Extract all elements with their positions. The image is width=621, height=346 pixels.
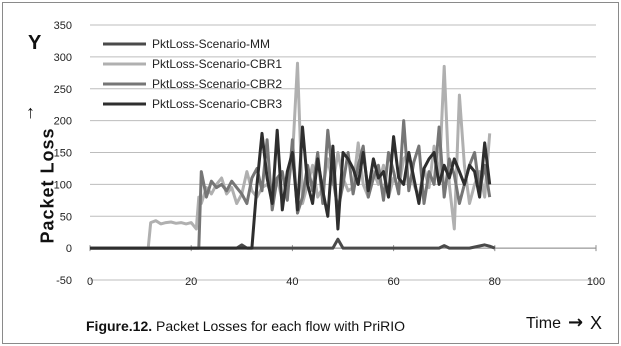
x-tick-label: 20 xyxy=(185,276,197,288)
y-tick-label: -50 xyxy=(56,275,72,287)
legend-label-0: PktLoss-Scenario-MM xyxy=(152,37,270,51)
y-tick-label: 0 xyxy=(66,243,72,255)
legend-label-3: PktLoss-Scenario-CBR3 xyxy=(152,97,282,111)
y-axis-letter: Y xyxy=(28,32,42,54)
legend-label-2: PktLoss-Scenario-CBR2 xyxy=(152,77,282,91)
series-lines xyxy=(90,61,496,250)
caption-text: Packet Losses for each flow with PriRIO xyxy=(152,318,406,334)
x-tick-label: 100 xyxy=(587,276,605,288)
caption-number: Figure.12. xyxy=(86,318,153,334)
x-axis-title: Time xyxy=(526,315,561,332)
y-tick-label: 350 xyxy=(54,20,72,32)
y-tick-label: 200 xyxy=(54,116,72,128)
y-tick-label: 300 xyxy=(54,52,72,64)
x-axis-letter: X xyxy=(590,313,603,333)
x-tick-label: 80 xyxy=(489,276,501,288)
series-line-3 xyxy=(90,125,492,250)
y-tick-label: 100 xyxy=(54,179,72,191)
figure-caption: Figure.12. Packet Losses for each flow w… xyxy=(86,318,405,334)
y-tick-labels: -50 0 50 100 150 200 250 300 350 xyxy=(54,20,72,287)
x-tick-label: 0 xyxy=(87,276,93,288)
x-tick-label: 40 xyxy=(286,276,298,288)
y-tick-label: 150 xyxy=(54,148,72,160)
legend: PktLoss-Scenario-MM PktLoss-Scenario-CBR1… xyxy=(103,37,282,111)
y-tick-label: 250 xyxy=(54,84,72,96)
x-axis-arrow: → xyxy=(568,312,584,333)
x-tick-labels: 0 20 40 60 80 100 xyxy=(87,276,605,288)
y-axis-arrow: ↑ xyxy=(26,102,35,122)
x-tick-label: 60 xyxy=(387,276,399,288)
y-tick-label: 50 xyxy=(60,211,72,223)
y-axis-title: Packet Loss xyxy=(37,127,58,244)
legend-label-1: PktLoss-Scenario-CBR1 xyxy=(152,57,282,71)
